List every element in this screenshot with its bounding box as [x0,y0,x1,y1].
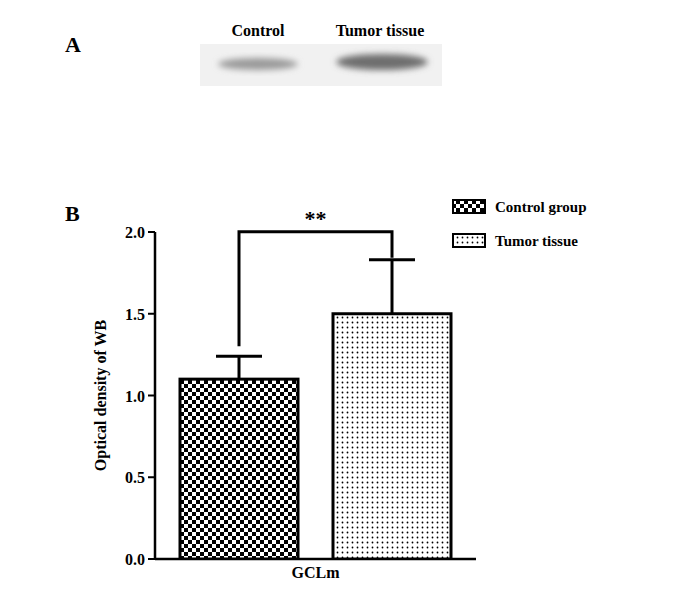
bars [180,260,451,559]
y-tick-label: 1.5 [125,306,145,323]
error-bar [369,260,415,314]
panel-label: B [65,201,80,226]
blot-background [200,44,442,86]
y-tick-label: 2.0 [125,224,145,241]
y-tick-label: 0.0 [125,551,145,568]
lane-label: Tumor tissue [336,22,424,39]
y-tick-label: 0.5 [125,469,145,486]
error-cap [369,258,415,261]
significance-bracket [239,232,392,346]
panel-label: A [65,32,81,57]
legend-swatch [453,234,485,247]
y-tick [148,558,155,560]
y-tick [148,476,155,478]
error-cap [216,355,262,358]
y-axis-label: Optical density of WB [92,320,110,472]
figure: A B Control Tumor tissue 0.0 0.5 1.0 1.5 2.0 Opti… [0,0,688,591]
x-tick-label: GCLm [292,564,341,581]
figure-svg: A B Control Tumor tissue 0.0 0.5 1.0 1.5 2.0 Opti… [0,0,688,591]
bar [180,379,298,559]
blot-band [336,54,428,70]
legend-swatch [453,200,485,213]
y-tick-label: 1.0 [125,388,145,405]
y-tick [148,395,155,397]
error-bar [216,356,262,379]
y-tick [148,313,155,315]
legend-label: Tumor tissue [495,233,578,249]
lane-label: Control [231,22,285,39]
blot-band [218,58,298,70]
legend-label: Control group [495,199,587,215]
y-tick [148,231,155,233]
significance-label: ** [305,206,327,231]
bar [333,314,451,559]
error-stem [238,356,241,379]
error-stem [391,260,394,314]
